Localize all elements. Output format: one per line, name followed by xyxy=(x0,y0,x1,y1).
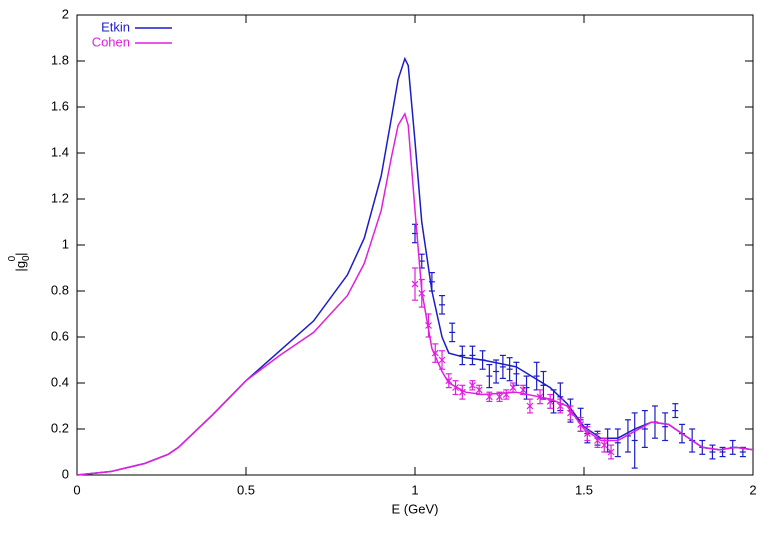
y-axis-label: |g00| xyxy=(7,252,32,271)
marker xyxy=(458,388,466,396)
marker xyxy=(536,393,544,401)
error-bar xyxy=(672,403,679,419)
marker xyxy=(607,448,615,456)
plot-frame xyxy=(76,14,754,476)
y-tick-label: 1 xyxy=(62,236,69,251)
legend-label: Etkin xyxy=(101,19,130,34)
y-label-sub: 0 xyxy=(21,255,32,261)
error-bar xyxy=(513,361,520,386)
curve xyxy=(76,56,754,476)
error-bar xyxy=(486,364,493,389)
error-bar xyxy=(459,345,466,366)
y-tick-label: 0.8 xyxy=(51,282,69,297)
error-bar xyxy=(418,278,426,308)
error-bar xyxy=(709,444,716,460)
y-tick-label: 0.2 xyxy=(51,420,69,435)
y-label-sup: 0 xyxy=(7,255,18,261)
y-tick-label: 1.2 xyxy=(51,190,69,205)
marker xyxy=(509,384,517,392)
error-bar xyxy=(556,398,564,414)
y-label-base: |g xyxy=(13,261,28,272)
marker xyxy=(418,289,426,297)
marker xyxy=(485,393,493,401)
y-tick-label: 2 xyxy=(62,6,69,21)
marker xyxy=(567,409,574,417)
error-bar xyxy=(546,393,554,409)
marker xyxy=(577,420,585,428)
error-bar xyxy=(425,313,432,338)
error-bar xyxy=(439,295,446,315)
marker xyxy=(556,402,564,410)
error-bar xyxy=(540,370,547,400)
marker xyxy=(519,386,527,394)
error-bar xyxy=(583,426,591,442)
error-bar xyxy=(499,354,506,379)
y-tick-label: 1.8 xyxy=(51,52,69,67)
y-tick-label: 0.4 xyxy=(51,374,69,389)
error-bar xyxy=(533,361,540,391)
error-bar xyxy=(493,359,500,384)
marker xyxy=(445,377,453,385)
legend-label: Cohen xyxy=(92,34,130,49)
error-bar xyxy=(431,343,439,363)
y-tick-label: 0.6 xyxy=(51,328,69,343)
error-bar xyxy=(600,437,608,453)
marker xyxy=(546,397,554,405)
error-bar xyxy=(662,412,669,442)
x-tick-label: 1 xyxy=(411,482,418,497)
marker xyxy=(526,402,534,410)
x-tick-label: 0.5 xyxy=(237,482,255,497)
marker xyxy=(425,322,432,329)
error-bar xyxy=(502,389,510,400)
error-bar xyxy=(631,412,638,469)
marker xyxy=(496,393,503,401)
y-tick-label: 0 xyxy=(62,466,69,481)
marker xyxy=(431,349,439,357)
x-tick-label: 2 xyxy=(749,482,756,497)
marker xyxy=(502,391,510,398)
error-bar xyxy=(445,373,453,389)
error-bar xyxy=(536,389,544,405)
error-bar xyxy=(438,350,446,370)
error-bar xyxy=(607,444,615,460)
error-bar xyxy=(452,380,459,396)
marker xyxy=(594,437,601,444)
error-bar xyxy=(469,345,476,366)
error-bar xyxy=(519,384,527,396)
error-bar xyxy=(479,350,486,370)
marker xyxy=(583,430,591,438)
y-label-end: | xyxy=(13,252,28,255)
marker xyxy=(469,381,476,389)
y-tick-label: 1.4 xyxy=(51,144,69,159)
error-bar xyxy=(485,391,493,402)
error-bar xyxy=(567,405,574,421)
error-bar xyxy=(641,410,648,448)
error-bar xyxy=(577,416,585,432)
error-bar xyxy=(509,382,517,393)
marker xyxy=(438,356,446,364)
x-axis-label: E (GeV) xyxy=(392,501,439,516)
marker xyxy=(452,384,459,392)
error-bar xyxy=(614,428,621,458)
x-tick-label: 1.5 xyxy=(575,482,593,497)
marker xyxy=(411,280,419,288)
error-bar xyxy=(506,357,513,382)
error-bar xyxy=(469,380,476,391)
y-tick-label: 1.6 xyxy=(51,98,69,113)
error-bar xyxy=(594,433,601,448)
error-bar xyxy=(526,398,534,414)
error-bar xyxy=(458,384,466,400)
marker xyxy=(600,441,608,449)
curve xyxy=(76,112,754,476)
marker xyxy=(475,386,483,394)
error-bar xyxy=(428,272,435,292)
error-bar xyxy=(449,322,456,343)
error-bar xyxy=(496,391,503,402)
x-tick-label: 0 xyxy=(73,482,80,497)
error-bar xyxy=(411,267,419,301)
error-bar xyxy=(475,384,483,396)
error-bar xyxy=(523,375,530,400)
